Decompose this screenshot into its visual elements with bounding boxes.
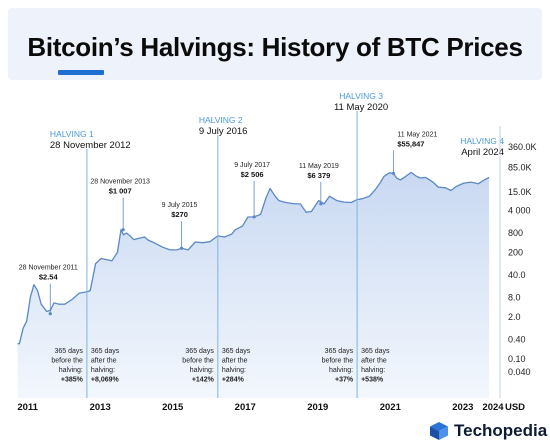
x-tick-label: 2017 (235, 402, 256, 413)
annotation-point (121, 228, 125, 232)
x-tick-label: 2019 (307, 402, 328, 413)
change-note-line: 365 days (185, 348, 214, 355)
y-tick-label: 0.40 (508, 335, 526, 345)
change-note-line: before the (322, 358, 354, 365)
change-note-line: +8,069% (91, 377, 120, 384)
change-note-line: before the (182, 358, 214, 365)
change-note-line: halving: (329, 367, 353, 374)
change-note-line: after the (91, 358, 117, 365)
brand-name: Techopedia (454, 421, 548, 440)
change-note-line: 365 days (54, 348, 83, 355)
title-banner: Bitcoin’s Halvings: History of BTC Price… (8, 8, 542, 80)
annotation-value: $2.54 (39, 273, 59, 282)
change-note-line: +37% (335, 377, 354, 384)
x-tick-label: 2024 (482, 402, 504, 413)
change-note-line: 365 days (325, 348, 354, 355)
change-note-line: 365 days (91, 348, 120, 355)
x-tick-label: 2011 (17, 402, 38, 413)
price-line (17, 171, 490, 345)
annotation-date: 9 July 2015 (162, 202, 198, 209)
annotation-date: 11 May 2019 (299, 163, 339, 170)
x-tick-label: 2015 (162, 402, 184, 413)
annotation-point (179, 246, 184, 250)
annotation-value: $55,847 (397, 139, 424, 148)
x-tick-label: 2013 (90, 402, 111, 413)
y-tick-label: 360.0K (508, 142, 537, 152)
annotation-value: $1 007 (109, 187, 132, 196)
change-note-line: after the (361, 358, 387, 365)
techopedia-logo-icon (430, 422, 448, 440)
x-tick-label: 2023 (452, 402, 473, 413)
y-tick-label: 85.0K (508, 162, 532, 172)
annotation-point (319, 202, 323, 206)
annotation-value: $270 (171, 210, 188, 219)
annotation-date: 9 July 2017 (234, 162, 270, 169)
halving-date: 9 July 2016 (199, 126, 248, 137)
y-tick-label: 0.040 (508, 367, 531, 377)
annotation-date: 28 November 2011 (19, 265, 78, 272)
change-note-line: halving: (91, 367, 115, 374)
y-tick-label: 200 (508, 247, 523, 257)
brand: Techopedia (430, 421, 547, 441)
annotation-date: 11 May 2021 (397, 131, 437, 138)
change-note-line: halving: (190, 367, 214, 374)
y-tick-label: 2.0 (508, 312, 521, 322)
change-note-line: 365 days (361, 348, 390, 355)
title-underline (58, 70, 104, 75)
halving-date: 11 May 2020 (334, 102, 388, 113)
halving-label: HALVING 1 (50, 129, 94, 139)
change-note-line: +284% (222, 377, 245, 384)
change-note-line: +385% (61, 377, 84, 384)
change-note-line: +142% (192, 377, 215, 384)
halving-date: April 2024 (461, 147, 504, 158)
y-axis-unit: USD (505, 402, 525, 413)
change-note-line: before the (51, 358, 83, 365)
halving-label: HALVING 2 (199, 115, 243, 125)
y-tick-label: 8.0 (508, 293, 521, 303)
y-tick-label: 40.0 (508, 270, 526, 280)
annotation-date: 28 November 2013 (90, 179, 150, 186)
y-tick-label: 4 000 (508, 205, 531, 215)
price-area (17, 172, 490, 398)
annotation-point (391, 171, 395, 175)
change-note-line: after the (222, 358, 248, 365)
halving-label: HALVING 3 (339, 91, 383, 101)
annotation-value: $6 379 (307, 171, 330, 180)
page-title: Bitcoin’s Halvings: History of BTC Price… (27, 32, 523, 62)
y-tick-label: 800 (508, 228, 523, 238)
halving-date: 28 November 2012 (50, 140, 131, 151)
change-note-line: +538% (361, 377, 384, 384)
annotation-point (48, 312, 52, 316)
y-tick-label: 0.10 (508, 354, 526, 364)
x-tick-label: 2021 (380, 402, 402, 413)
change-note-line: halving: (361, 367, 385, 374)
y-tick-label: 15.0K (508, 187, 532, 197)
change-note-line: halving: (222, 367, 246, 374)
change-note-line: 365 days (222, 348, 251, 355)
halving-label: HALVING 4 (460, 136, 504, 146)
annotation-point (252, 215, 256, 219)
change-note-line: halving: (59, 367, 83, 374)
annotation-value: $2 506 (241, 170, 264, 179)
